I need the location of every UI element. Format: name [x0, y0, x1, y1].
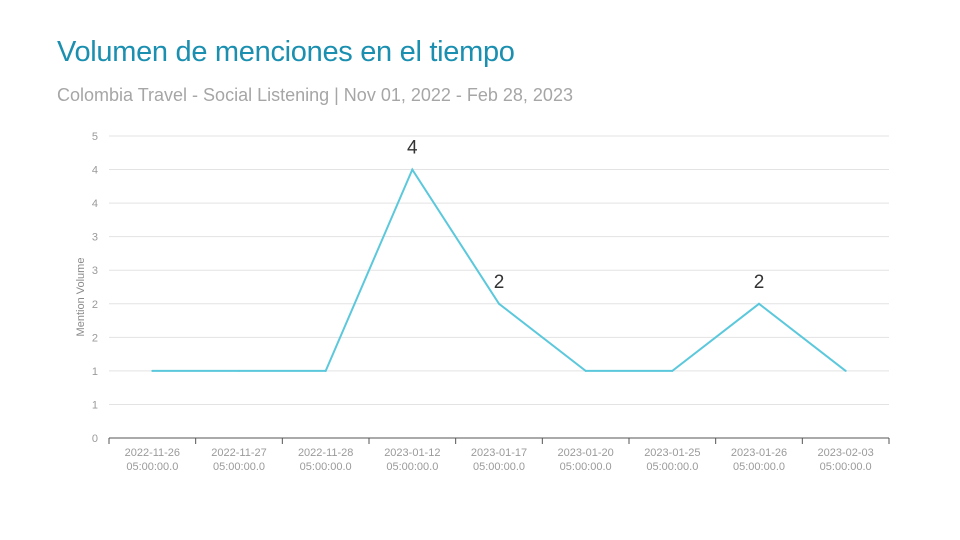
x-tick-label-date: 2023-01-12	[384, 447, 440, 459]
y-tick-label: 0	[92, 433, 98, 445]
data-point	[324, 369, 327, 372]
x-tick-label-time: 05:00:00.0	[213, 461, 265, 473]
x-tick-label-time: 05:00:00.0	[126, 461, 178, 473]
x-tick-label-time: 05:00:00.0	[820, 461, 872, 473]
y-tick-label: 3	[92, 265, 98, 277]
x-tick-label-time: 05:00:00.0	[386, 461, 438, 473]
x-tick-label-date: 2023-01-26	[731, 447, 787, 459]
data-point	[411, 168, 414, 171]
x-tick-label-time: 05:00:00.0	[733, 461, 785, 473]
y-tick-label: 4	[92, 165, 98, 177]
y-tick-label: 4	[92, 198, 98, 210]
y-tick-label: 2	[92, 299, 98, 311]
chart-subtitle: Colombia Travel - Social Listening | Nov…	[57, 85, 573, 105]
x-tick-label-time: 05:00:00.0	[473, 461, 525, 473]
y-tick-label: 5	[92, 131, 98, 143]
data-point	[758, 302, 760, 305]
data-point	[844, 369, 847, 372]
x-tick-label-date: 2023-01-25	[644, 447, 700, 459]
x-tick-label-date: 2023-01-20	[558, 447, 614, 459]
x-tick-label-date: 2023-01-17	[471, 447, 527, 459]
x-tick-label-time: 05:00:00.0	[646, 461, 698, 473]
x-tick-label-date: 2022-11-26	[125, 447, 180, 459]
data-label: 2	[754, 272, 765, 293]
x-tick-label-date: 2022-11-27	[211, 447, 266, 459]
y-tick-label: 1	[92, 366, 98, 378]
data-point	[671, 369, 674, 372]
chart-title: Volumen de menciones en el tiempo	[57, 36, 515, 68]
data-point	[498, 302, 500, 305]
data-point	[151, 369, 154, 372]
data-label: 4	[407, 138, 418, 159]
x-tick-label-time: 05:00:00.0	[300, 461, 352, 473]
data-label: 2	[494, 272, 505, 293]
data-point	[238, 369, 240, 372]
x-tick-label-date: 2022-11-28	[298, 447, 353, 459]
y-tick-label: 1	[92, 399, 98, 411]
data-point	[584, 369, 587, 372]
y-axis-label: Mention Volume	[75, 258, 87, 337]
y-tick-label: 2	[92, 332, 98, 344]
y-tick-label: 3	[92, 232, 98, 244]
x-tick-label-time: 05:00:00.0	[560, 461, 612, 473]
x-tick-label-date: 2023-02-03	[818, 447, 874, 459]
